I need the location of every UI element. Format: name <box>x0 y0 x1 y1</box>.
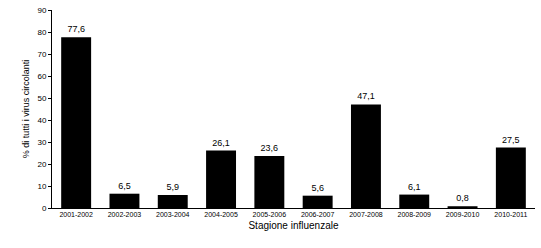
svg-text:5,6: 5,6 <box>311 183 324 193</box>
svg-text:5,9: 5,9 <box>166 182 179 192</box>
svg-text:6,1: 6,1 <box>408 182 421 192</box>
svg-text:2008-2009: 2008-2009 <box>398 211 432 218</box>
svg-text:% di tutti i virus circolanti: % di tutti i virus circolanti <box>21 60 31 159</box>
svg-text:2007-2008: 2007-2008 <box>349 211 383 218</box>
svg-text:2009-2010: 2009-2010 <box>446 211 480 218</box>
svg-text:0,8: 0,8 <box>456 193 469 203</box>
svg-text:23,6: 23,6 <box>261 143 279 153</box>
svg-text:40: 40 <box>37 116 46 125</box>
svg-text:80: 80 <box>37 28 46 37</box>
svg-text:2002-2003: 2002-2003 <box>108 211 142 218</box>
svg-text:50: 50 <box>37 94 46 103</box>
svg-text:26,1: 26,1 <box>212 138 230 148</box>
svg-text:2010-2011: 2010-2011 <box>494 211 527 218</box>
svg-text:47,1: 47,1 <box>357 91 375 101</box>
svg-text:60: 60 <box>37 72 46 81</box>
svg-text:10: 10 <box>37 182 46 191</box>
svg-text:2005-2006: 2005-2006 <box>253 211 287 218</box>
svg-text:90: 90 <box>37 6 46 15</box>
svg-text:2006-2007: 2006-2007 <box>301 211 335 218</box>
svg-text:20: 20 <box>37 160 46 169</box>
svg-text:0: 0 <box>42 204 47 213</box>
svg-text:2004-2005: 2004-2005 <box>204 211 238 218</box>
svg-text:70: 70 <box>37 50 46 59</box>
svg-text:30: 30 <box>37 138 46 147</box>
svg-text:2003-2004: 2003-2004 <box>156 211 190 218</box>
svg-text:2001-2002: 2001-2002 <box>59 211 93 218</box>
svg-text:6,5: 6,5 <box>118 181 131 191</box>
svg-text:77,6: 77,6 <box>67 24 85 34</box>
svg-text:27,5: 27,5 <box>502 135 520 145</box>
svg-text:Stagione influenzale: Stagione influenzale <box>248 220 339 231</box>
